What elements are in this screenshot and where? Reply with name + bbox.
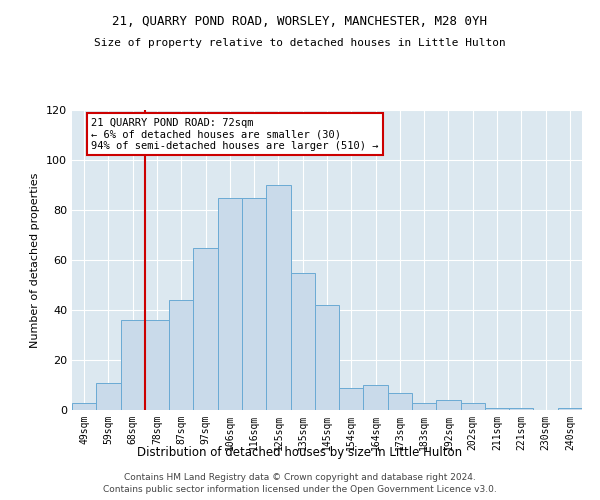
Bar	[485, 408, 509, 410]
Text: Size of property relative to detached houses in Little Hulton: Size of property relative to detached ho…	[94, 38, 506, 48]
Bar	[509, 408, 533, 410]
Bar	[315, 305, 339, 410]
Bar	[193, 248, 218, 410]
Bar	[96, 382, 121, 410]
Bar	[339, 388, 364, 410]
Text: Contains HM Land Registry data © Crown copyright and database right 2024.: Contains HM Land Registry data © Crown c…	[124, 473, 476, 482]
Text: Distribution of detached houses by size in Little Hulton: Distribution of detached houses by size …	[137, 446, 463, 459]
Bar	[412, 402, 436, 410]
Bar	[266, 185, 290, 410]
Bar	[461, 402, 485, 410]
Bar	[558, 408, 582, 410]
Bar	[218, 198, 242, 410]
Text: 21, QUARRY POND ROAD, WORSLEY, MANCHESTER, M28 0YH: 21, QUARRY POND ROAD, WORSLEY, MANCHESTE…	[113, 15, 487, 28]
Text: Contains public sector information licensed under the Open Government Licence v3: Contains public sector information licen…	[103, 486, 497, 494]
Bar	[72, 402, 96, 410]
Bar	[364, 385, 388, 410]
Bar	[145, 320, 169, 410]
Bar	[436, 400, 461, 410]
Bar	[388, 392, 412, 410]
Y-axis label: Number of detached properties: Number of detached properties	[31, 172, 40, 348]
Bar	[121, 320, 145, 410]
Bar	[242, 198, 266, 410]
Bar	[169, 300, 193, 410]
Bar	[290, 272, 315, 410]
Text: 21 QUARRY POND ROAD: 72sqm
← 6% of detached houses are smaller (30)
94% of semi-: 21 QUARRY POND ROAD: 72sqm ← 6% of detac…	[91, 118, 379, 150]
